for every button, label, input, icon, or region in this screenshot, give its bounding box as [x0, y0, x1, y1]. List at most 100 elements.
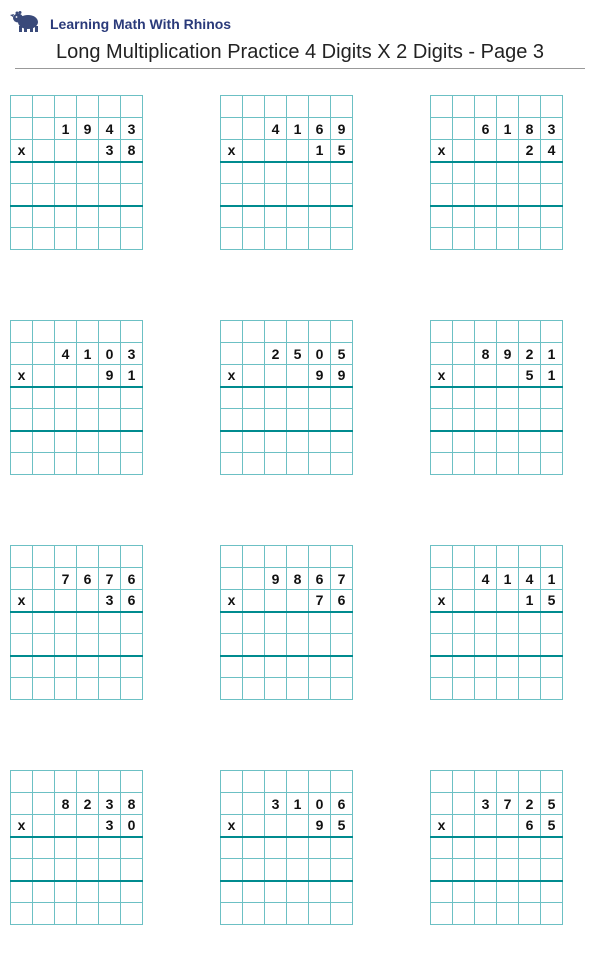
grid-cell — [33, 343, 55, 365]
grid-cell — [77, 590, 99, 612]
problem-grid: 4169x15 — [220, 95, 353, 250]
grid-cell — [77, 321, 99, 343]
grid-cell — [265, 162, 287, 184]
grid-cell — [431, 859, 453, 881]
grid-cell — [243, 453, 265, 475]
problem: 1943x38 — [10, 95, 143, 250]
grid-cell: x — [431, 590, 453, 612]
grid-cell — [243, 228, 265, 250]
grid-cell — [243, 431, 265, 453]
grid-cell: 1 — [287, 793, 309, 815]
grid-cell — [121, 96, 143, 118]
grid-cell — [475, 387, 497, 409]
grid-cell — [33, 184, 55, 206]
grid-cell: 5 — [331, 140, 353, 162]
grid-cell — [453, 837, 475, 859]
grid-cell — [309, 546, 331, 568]
grid-cell — [431, 431, 453, 453]
grid-cell — [33, 568, 55, 590]
grid-cell: 2 — [519, 793, 541, 815]
grid-cell — [287, 365, 309, 387]
grid-cell — [33, 612, 55, 634]
grid-cell — [453, 96, 475, 118]
grid-cell — [99, 453, 121, 475]
grid-cell — [11, 162, 33, 184]
grid-cell: 5 — [541, 793, 563, 815]
grid-cell — [265, 678, 287, 700]
grid-cell — [77, 656, 99, 678]
grid-cell — [77, 206, 99, 228]
grid-cell — [519, 656, 541, 678]
grid-cell — [453, 228, 475, 250]
grid-cell — [221, 771, 243, 793]
grid-cell — [331, 678, 353, 700]
grid-cell — [541, 837, 563, 859]
grid-cell — [265, 431, 287, 453]
grid-cell: 8 — [121, 793, 143, 815]
grid-cell — [497, 634, 519, 656]
grid-cell — [453, 118, 475, 140]
grid-cell: 9 — [309, 365, 331, 387]
grid-cell — [453, 612, 475, 634]
grid-cell — [287, 453, 309, 475]
grid-cell — [475, 771, 497, 793]
grid-cell: 9 — [309, 815, 331, 837]
grid-cell — [77, 771, 99, 793]
grid-cell: 7 — [99, 568, 121, 590]
grid-cell — [11, 656, 33, 678]
grid-cell — [11, 409, 33, 431]
grid-cell — [541, 656, 563, 678]
grid-cell: 9 — [77, 118, 99, 140]
grid-cell — [431, 228, 453, 250]
grid-cell: x — [11, 140, 33, 162]
grid-cell: 5 — [541, 815, 563, 837]
grid-cell — [77, 453, 99, 475]
problem: 4103x91 — [10, 320, 143, 475]
grid-cell — [453, 634, 475, 656]
grid-cell — [99, 678, 121, 700]
grid-cell — [453, 453, 475, 475]
grid-cell — [309, 634, 331, 656]
grid-cell — [11, 903, 33, 925]
grid-cell — [475, 837, 497, 859]
grid-cell — [331, 431, 353, 453]
grid-cell: 1 — [287, 118, 309, 140]
grid-cell — [121, 387, 143, 409]
grid-cell — [431, 771, 453, 793]
grid-cell — [287, 184, 309, 206]
grid-cell: x — [221, 815, 243, 837]
grid-cell — [519, 859, 541, 881]
grid-cell — [475, 546, 497, 568]
grid-cell — [243, 903, 265, 925]
grid-cell — [541, 431, 563, 453]
grid-cell — [11, 321, 33, 343]
grid-cell — [519, 453, 541, 475]
grid-cell — [121, 431, 143, 453]
grid-cell: 3 — [475, 793, 497, 815]
grid-cell — [55, 590, 77, 612]
problem: 9867x76 — [220, 545, 353, 700]
grid-cell — [431, 793, 453, 815]
problem-grid: 6183x24 — [430, 95, 563, 250]
grid-cell — [33, 206, 55, 228]
grid-cell — [265, 206, 287, 228]
grid-cell: x — [431, 365, 453, 387]
grid-cell — [33, 634, 55, 656]
grid-cell — [243, 568, 265, 590]
grid-cell — [309, 409, 331, 431]
grid-cell — [519, 321, 541, 343]
grid-cell — [121, 612, 143, 634]
grid-cell — [55, 859, 77, 881]
grid-cell: 1 — [77, 343, 99, 365]
grid-cell — [475, 612, 497, 634]
grid-cell — [309, 206, 331, 228]
grid-cell: 6 — [121, 568, 143, 590]
grid-cell — [431, 656, 453, 678]
grid-cell — [519, 162, 541, 184]
grid-cell — [33, 881, 55, 903]
grid-cell — [265, 881, 287, 903]
grid-cell: 0 — [121, 815, 143, 837]
grid-cell: 3 — [265, 793, 287, 815]
problem: 7676x36 — [10, 545, 143, 700]
grid-cell — [431, 546, 453, 568]
